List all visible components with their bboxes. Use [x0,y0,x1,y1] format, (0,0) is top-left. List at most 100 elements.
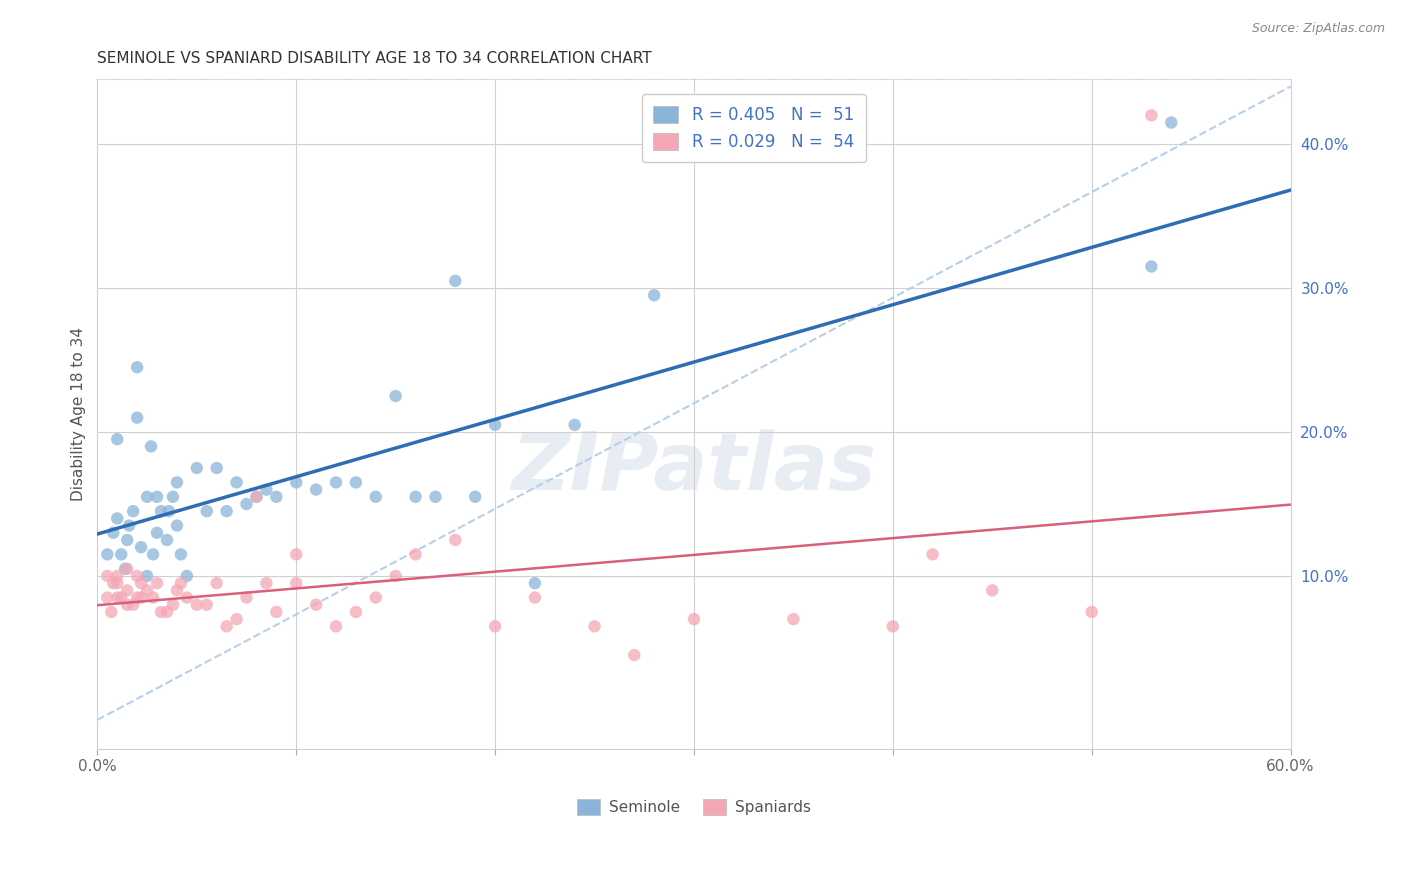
Point [105,569,128,583]
Point [166,475,188,490]
Point [484,619,506,633]
Point [1160,115,1182,129]
Point [195,598,218,612]
Point [245,490,267,504]
Point [105,591,128,605]
Point [115,583,138,598]
Point [127,360,149,375]
Point [122,598,145,612]
Point [136,583,159,598]
Point [325,475,347,490]
Point [96,547,118,561]
Point [384,389,406,403]
Point [225,475,247,490]
Point [127,591,149,605]
Point [122,504,145,518]
Point [176,569,198,583]
Point [156,533,179,547]
Point [146,490,169,504]
Point [583,619,606,633]
Point [484,417,506,432]
Point [305,598,328,612]
Point [186,598,208,612]
Point [96,569,118,583]
Point [523,591,546,605]
Point [364,490,387,504]
Point [103,525,125,540]
Point [162,598,184,612]
Point [105,576,128,591]
Point [150,605,173,619]
Point [195,504,218,518]
Point [115,598,138,612]
Point [136,490,159,504]
Point [115,562,138,576]
Y-axis label: Disability Age 18 to 34: Disability Age 18 to 34 [72,327,86,501]
Point [254,483,277,497]
Point [166,518,188,533]
Text: Source: ZipAtlas.com: Source: ZipAtlas.com [1251,22,1385,36]
Point [882,619,904,633]
Point [129,576,152,591]
Point [103,576,125,591]
Point [464,490,486,504]
Point [523,576,546,591]
Point [150,504,173,518]
Point [115,533,138,547]
Point [285,576,308,591]
Point [142,547,165,561]
Point [981,583,1004,598]
Point [176,591,198,605]
Point [266,605,288,619]
Point [564,417,586,432]
Point [364,591,387,605]
Point [285,475,308,490]
Point [142,591,165,605]
Point [325,619,347,633]
Point [425,490,447,504]
Point [146,576,169,591]
Point [129,540,152,554]
Legend: Seminole, Spaniards: Seminole, Spaniards [571,793,817,822]
Point [157,504,180,518]
Point [782,612,804,626]
Point [114,562,136,576]
Point [245,490,267,504]
Point [162,490,184,504]
Point [118,518,141,533]
Point [235,591,257,605]
Point [405,490,427,504]
Point [110,547,132,561]
Point [1080,605,1102,619]
Point [127,569,149,583]
Point [110,591,132,605]
Point [205,576,228,591]
Text: SEMINOLE VS SPANIARD DISABILITY AGE 18 TO 34 CORRELATION CHART: SEMINOLE VS SPANIARD DISABILITY AGE 18 T… [97,51,652,66]
Point [344,475,367,490]
Point [96,591,118,605]
Point [921,547,943,561]
Point [105,432,128,446]
Point [136,569,159,583]
Point [166,583,188,598]
Point [266,490,288,504]
Point [186,461,208,475]
Point [683,612,706,626]
Point [305,483,328,497]
Point [285,547,308,561]
Point [254,576,277,591]
Point [170,576,193,591]
Point [156,605,179,619]
Point [643,288,665,302]
Point [146,525,169,540]
Point [1140,108,1163,122]
Point [100,605,122,619]
Point [105,511,128,525]
Point [235,497,257,511]
Point [215,504,238,518]
Point [384,569,406,583]
Point [170,547,193,561]
Point [444,274,467,288]
Point [215,619,238,633]
Point [405,547,427,561]
